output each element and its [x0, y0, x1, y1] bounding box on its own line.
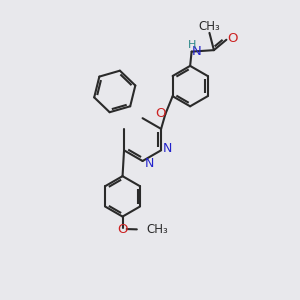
Text: N: N	[192, 44, 202, 58]
Text: CH₃: CH₃	[198, 20, 220, 33]
Text: CH₃: CH₃	[146, 223, 168, 236]
Text: N: N	[144, 157, 154, 170]
Text: O: O	[155, 107, 165, 120]
Text: N: N	[163, 142, 172, 155]
Text: H: H	[188, 40, 196, 50]
Text: O: O	[228, 32, 238, 45]
Text: O: O	[118, 224, 128, 236]
